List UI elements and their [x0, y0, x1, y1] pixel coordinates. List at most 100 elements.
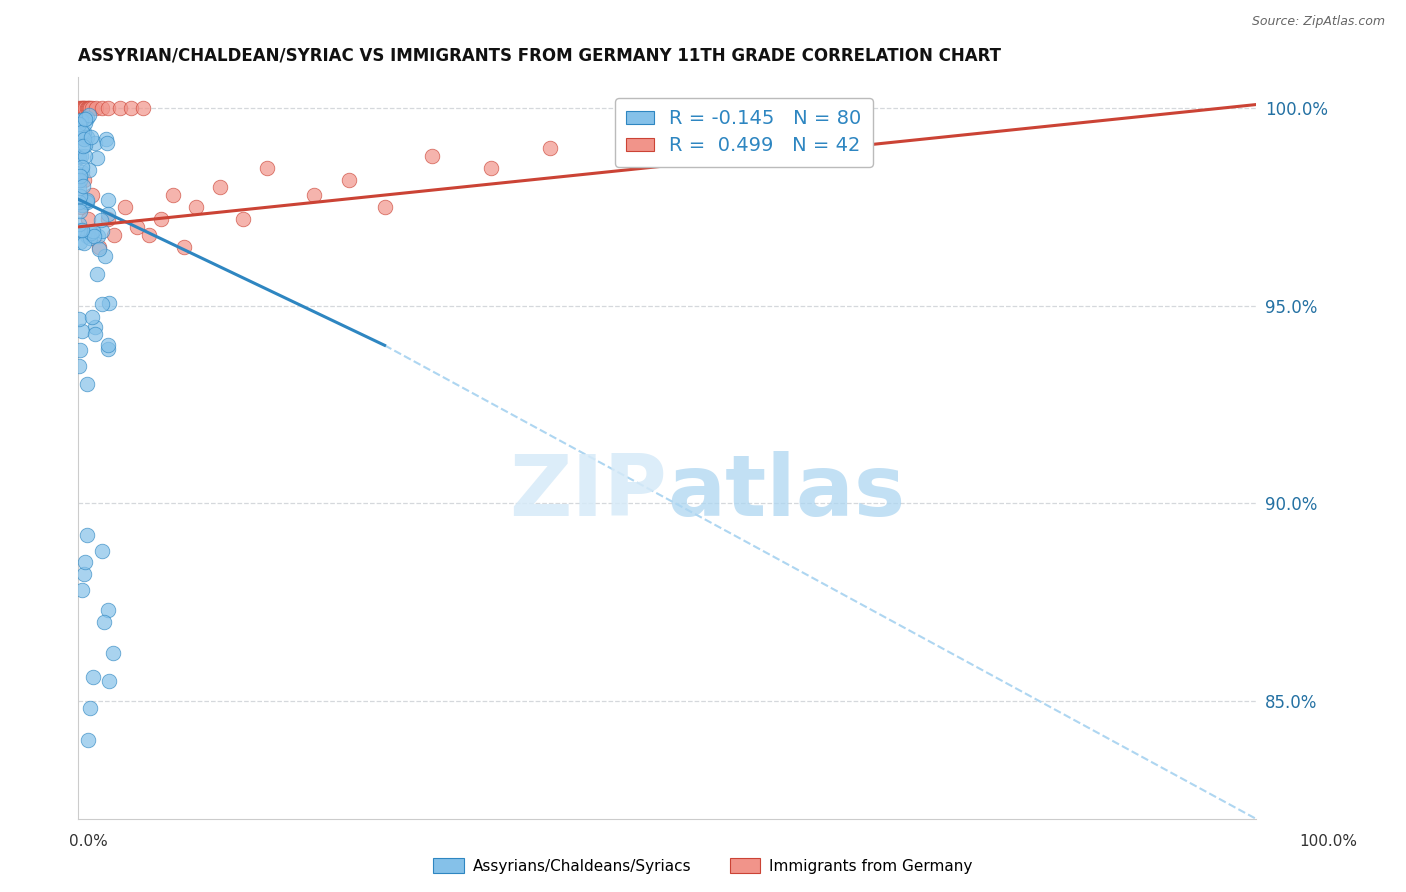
Point [70, 325, 93, 339]
Point [232, 212, 254, 227]
Point [73, 116, 96, 130]
Point [208, 180, 231, 194]
Point [69, 204, 91, 219]
Point [302, 188, 325, 202]
Point [90, 213, 112, 227]
Point [97, 673, 120, 688]
Point [76, 102, 98, 116]
Point [72, 178, 94, 193]
Legend: Assyrians/Chaldeans/Syriacs, Immigrants from Germany: Assyrians/Chaldeans/Syriacs, Immigrants … [427, 852, 979, 880]
Point [93, 615, 115, 629]
Point [84, 320, 107, 334]
Point [69, 102, 91, 116]
Point [97, 338, 120, 352]
Point [127, 219, 149, 234]
Point [79, 701, 101, 715]
Point [77, 107, 100, 121]
Point [73, 172, 96, 186]
Point [70, 125, 93, 139]
Point [76, 130, 98, 145]
Point [70, 165, 93, 179]
Point [70, 102, 93, 116]
Point [103, 227, 125, 242]
Point [69, 188, 91, 202]
Point [82, 102, 104, 116]
Text: ZIP: ZIP [509, 451, 668, 534]
Point [75, 102, 97, 116]
Point [75, 112, 97, 127]
Point [69, 172, 91, 186]
Point [420, 149, 443, 163]
Point [83, 228, 105, 243]
Point [256, 161, 278, 175]
Point [69, 102, 91, 116]
Point [832, 102, 855, 116]
Point [76, 212, 98, 227]
Point [337, 172, 360, 186]
Point [77, 102, 100, 116]
Point [103, 646, 125, 660]
Point [97, 603, 120, 617]
Point [72, 131, 94, 145]
Point [90, 224, 112, 238]
Point [138, 227, 160, 242]
Point [69, 150, 91, 164]
Point [69, 200, 91, 214]
Point [86, 267, 108, 281]
Text: atlas: atlas [668, 451, 905, 534]
Point [657, 121, 679, 136]
Point [76, 102, 98, 116]
Point [75, 138, 97, 153]
Point [83, 326, 105, 341]
Text: Source: ZipAtlas.com: Source: ZipAtlas.com [1251, 15, 1385, 28]
Point [79, 230, 101, 244]
Point [114, 200, 136, 214]
Point [69, 117, 91, 131]
Point [97, 342, 120, 356]
Point [69, 181, 91, 195]
Point [76, 193, 98, 207]
Point [69, 195, 91, 210]
Point [149, 212, 172, 227]
Point [82, 188, 104, 202]
Point [69, 311, 91, 326]
Point [89, 239, 111, 253]
Point [93, 249, 115, 263]
Point [97, 102, 120, 116]
Point [79, 130, 101, 145]
Point [89, 242, 111, 256]
Point [98, 296, 121, 310]
Point [82, 310, 104, 325]
Point [184, 200, 207, 214]
Point [69, 235, 91, 249]
Legend: R = -0.145   N = 80, R =  0.499   N = 42: R = -0.145 N = 80, R = 0.499 N = 42 [614, 98, 873, 167]
Point [96, 132, 118, 146]
Point [162, 188, 184, 202]
Point [69, 125, 91, 139]
Point [75, 556, 97, 570]
Point [75, 149, 97, 163]
Point [76, 194, 98, 209]
Point [70, 160, 93, 174]
Point [79, 102, 101, 116]
Point [87, 228, 110, 243]
Point [75, 194, 97, 209]
Point [82, 224, 104, 238]
Point [73, 235, 96, 250]
Text: 100.0%: 100.0% [1299, 834, 1358, 848]
Point [82, 670, 104, 684]
Point [538, 141, 561, 155]
Point [97, 207, 120, 221]
Point [173, 239, 195, 253]
Point [69, 223, 91, 237]
Point [120, 102, 142, 116]
Point [69, 149, 91, 163]
Point [69, 169, 91, 184]
Point [69, 224, 91, 238]
Point [69, 113, 91, 128]
Point [70, 583, 93, 598]
Point [84, 136, 107, 150]
Point [73, 102, 96, 116]
Point [70, 198, 93, 212]
Point [132, 102, 155, 116]
